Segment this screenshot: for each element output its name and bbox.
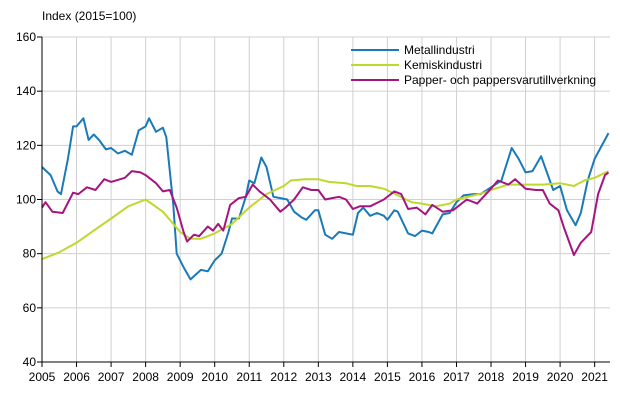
x-tick-label: 2011 [236,370,262,384]
y-tick-label: 60 [23,301,37,315]
y-tick-label: 120 [16,138,36,152]
legend-label: Papper- och pappersvarutillverkning [404,73,596,87]
series-line-2 [41,170,610,256]
y-axis-label: Index (2015=100) [42,9,136,23]
legend-label: Kemiskindustri [404,58,482,72]
y-tick-label: 140 [16,84,36,98]
y-tick-label: 160 [16,30,36,44]
y-tick-label: 80 [23,247,37,261]
x-tick-label: 2019 [512,370,539,384]
x-tick-label: 2020 [547,370,574,384]
x-tick-label: 2008 [132,370,159,384]
x-tick-label: 2018 [478,370,505,384]
x-tick-label: 2007 [98,370,125,384]
y-tick-label: 40 [23,355,37,369]
x-tick-label: 2006 [63,370,90,384]
x-tick-label: 2010 [201,370,228,384]
x-tick-label: 2012 [270,370,297,384]
series-line-1 [41,170,609,261]
x-tick-label: 2013 [305,370,332,384]
x-tick-label: 2021 [581,370,608,384]
axes: 40 60 80 100 120 140 160 2005 2006 2007 2008 2009 20… [16,30,610,384]
x-tick-label: 2015 [374,370,401,384]
x-tick-label: 2005 [29,370,56,384]
x-tick-label: 2014 [340,370,367,384]
x-tick-label: 2016 [409,370,436,384]
series-lines [41,117,610,281]
x-tick-label: 2017 [443,370,470,384]
legend-label: Metallindustri [404,43,475,57]
x-tick-label: 2009 [167,370,194,384]
y-tick-label: 100 [16,193,36,207]
